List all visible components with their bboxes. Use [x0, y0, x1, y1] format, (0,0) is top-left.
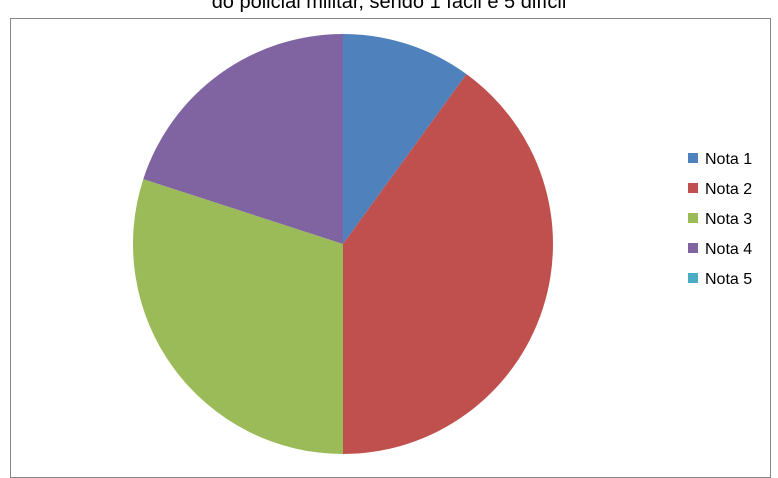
pie-slice-nota-3	[132, 179, 343, 454]
pie-slice-nota-2	[343, 74, 553, 454]
pie-slice-nota-4	[143, 34, 343, 244]
legend-swatch	[688, 213, 698, 223]
legend-swatch	[688, 273, 698, 283]
legend-label: Nota 1	[705, 151, 752, 168]
legend-label: Nota 2	[705, 181, 752, 198]
legend-swatch	[688, 243, 698, 253]
legend-label: Nota 3	[705, 211, 752, 228]
legend-swatch	[688, 153, 698, 163]
legend-label: Nota 5	[705, 271, 752, 288]
pie-slice-nota-1	[343, 34, 467, 244]
legend-item: Nota 5	[688, 271, 752, 288]
chart-legend: Nota 1 Nota 2 Nota 3 Nota 4 Nota 5	[688, 151, 752, 288]
legend-item: Nota 4	[688, 241, 752, 258]
legend-swatch	[688, 183, 698, 193]
legend-item: Nota 2	[688, 181, 752, 198]
legend-item: Nota 3	[688, 211, 752, 228]
legend-label: Nota 4	[705, 241, 752, 258]
legend-item: Nota 1	[688, 151, 752, 168]
chart-title: do policial militar, sendo 1 fácil e 5 d…	[211, 0, 567, 13]
pie-slices	[132, 34, 553, 454]
